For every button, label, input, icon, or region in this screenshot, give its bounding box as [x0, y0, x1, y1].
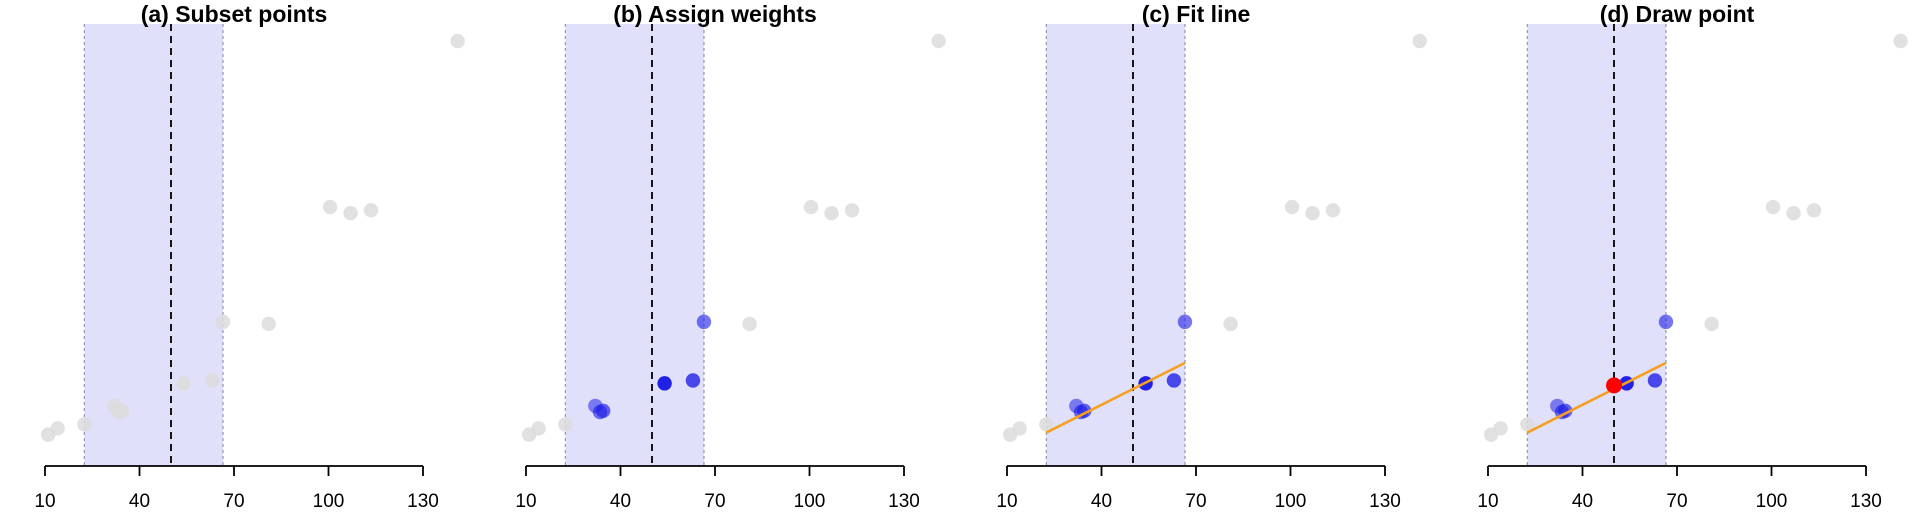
- data-point: [363, 203, 379, 218]
- x-tick-label: 40: [610, 491, 631, 512]
- data-point: [215, 314, 231, 330]
- data-point: [450, 33, 465, 49]
- data-point: [1658, 314, 1674, 330]
- data-point: [1325, 203, 1341, 218]
- panel-c: 10 40 70 100 130 (c) Fit line: [996, 1, 1427, 512]
- data-point: [1806, 203, 1822, 218]
- drawn-point: [1606, 377, 1622, 394]
- data-point: [1493, 421, 1508, 436]
- data-point: [1166, 373, 1182, 388]
- panel-d: 10 40 70 100 130 (d) Draw point: [1477, 1, 1908, 512]
- panel-a: 10 40 70 100 130 (a) Subset points: [34, 1, 465, 512]
- x-tick-label: 100: [1275, 491, 1307, 512]
- data-point: [1223, 316, 1238, 332]
- data-point: [595, 403, 611, 419]
- data-point: [931, 33, 946, 49]
- x-tick-label: 40: [129, 491, 150, 512]
- x-tick-label: 130: [1850, 491, 1882, 512]
- window-layer: [1045, 24, 1186, 466]
- x-axis: 10 40 70 100 130: [996, 465, 1401, 512]
- x-tick-label: 10: [996, 491, 1017, 512]
- x-tick-label: 10: [34, 491, 55, 512]
- data-point: [50, 421, 65, 436]
- x-axis: 10 40 70 100 130: [515, 465, 920, 512]
- data-point: [803, 199, 819, 215]
- x-tick-label: 70: [704, 491, 725, 512]
- x-tick-label: 10: [515, 491, 536, 512]
- panel-title: (b) Assign weights: [613, 1, 817, 27]
- panel-title: (a) Subset points: [141, 1, 328, 27]
- fit-layer: [1045, 361, 1186, 434]
- fitted-line: [1526, 361, 1667, 434]
- data-point: [696, 314, 712, 330]
- fitted-line: [1045, 361, 1186, 434]
- window-band: [1046, 24, 1185, 466]
- data-point: [531, 421, 546, 436]
- x-tick-label: 70: [223, 491, 244, 512]
- window-layer: [1526, 24, 1667, 466]
- window-band: [84, 24, 223, 466]
- data-point: [1284, 199, 1300, 215]
- data-point: [1012, 421, 1027, 436]
- x-tick-label: 70: [1185, 491, 1206, 512]
- data-point: [1520, 417, 1535, 432]
- data-point: [1704, 316, 1719, 332]
- data-point: [1039, 417, 1054, 432]
- x-tick-label: 130: [407, 491, 439, 512]
- panel-b: 10 40 70 100 130 (b) Assign weights: [515, 1, 946, 512]
- window-layer: [83, 24, 224, 466]
- x-tick-label: 130: [1369, 491, 1401, 512]
- panel-title: (d) Draw point: [1600, 1, 1755, 27]
- data-point: [261, 316, 276, 332]
- data-point: [204, 373, 220, 388]
- data-point: [657, 376, 672, 391]
- x-tick-label: 40: [1572, 491, 1593, 512]
- window-band: [565, 24, 704, 466]
- x-tick-label: 130: [888, 491, 920, 512]
- points-layer: [40, 33, 465, 442]
- data-point: [1786, 206, 1801, 221]
- data-point: [1893, 33, 1908, 49]
- data-point: [844, 203, 860, 218]
- window-band: [1527, 24, 1666, 466]
- x-axis: 10 40 70 100 130: [34, 465, 439, 512]
- data-point: [558, 417, 573, 432]
- x-tick-label: 100: [313, 491, 345, 512]
- window-layer: [564, 24, 705, 466]
- data-point: [742, 316, 757, 332]
- x-tick-label: 100: [794, 491, 826, 512]
- panel-title: (c) Fit line: [1142, 1, 1251, 27]
- data-point: [1305, 206, 1320, 221]
- data-point: [1177, 314, 1193, 330]
- fit-layer: [1526, 361, 1667, 434]
- points-layer: [1483, 33, 1908, 442]
- x-tick-label: 100: [1756, 491, 1788, 512]
- data-point: [322, 199, 338, 215]
- data-point: [1765, 199, 1781, 215]
- data-point: [77, 417, 92, 432]
- data-point: [114, 403, 130, 419]
- x-tick-label: 70: [1666, 491, 1687, 512]
- data-point: [824, 206, 839, 221]
- data-point: [176, 376, 191, 391]
- data-point: [1647, 373, 1663, 388]
- x-axis: 10 40 70 100 130: [1477, 465, 1882, 512]
- x-tick-label: 40: [1091, 491, 1112, 512]
- x-tick-label: 10: [1477, 491, 1498, 512]
- data-point: [343, 206, 358, 221]
- data-point: [1412, 33, 1427, 49]
- data-point: [685, 373, 701, 388]
- points-layer: [521, 33, 946, 442]
